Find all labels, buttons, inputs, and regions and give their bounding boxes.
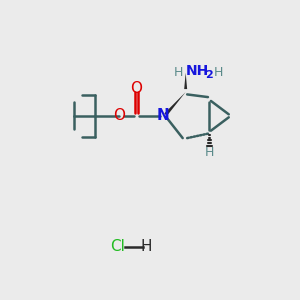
Text: H: H	[205, 146, 214, 159]
Text: H: H	[214, 66, 223, 79]
Text: NH: NH	[186, 64, 209, 78]
Text: H: H	[141, 239, 152, 254]
Text: O: O	[113, 108, 125, 123]
Text: N: N	[157, 108, 170, 123]
Text: 2: 2	[205, 70, 213, 80]
Text: O: O	[130, 81, 142, 96]
Text: H: H	[173, 66, 183, 79]
Text: Cl: Cl	[110, 239, 125, 254]
Polygon shape	[184, 73, 187, 89]
Polygon shape	[164, 92, 186, 116]
